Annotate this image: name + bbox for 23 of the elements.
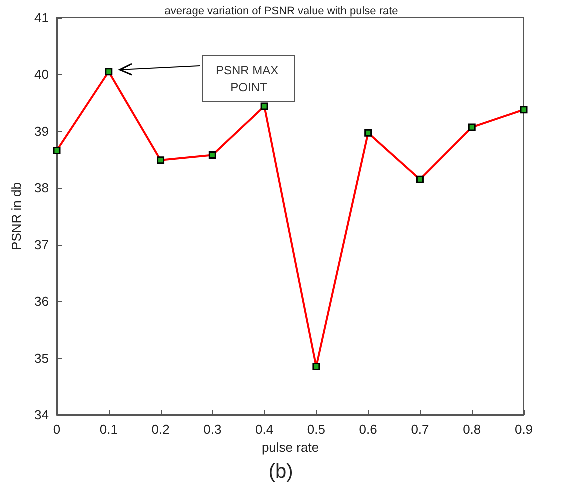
x-axis-title: pulse rate [262,440,320,455]
x-tick-label: 0.9 [514,422,534,437]
y-tick-label: 39 [34,124,49,139]
text: (b) [268,461,294,483]
x-tick-label: 0 [53,422,61,437]
x-tick-label: 0.6 [359,422,378,437]
x-tick-label: 0.7 [411,422,430,437]
x-tick-label: 0.1 [100,422,118,437]
x-tick-label: 0.8 [463,422,482,437]
x-tick-label: 0.5 [307,422,326,437]
y-tick-label: 37 [34,237,49,252]
chart-title: average variation of PSNR value with pulse rate [164,6,398,18]
x-tick-label: 0.2 [152,422,170,437]
x-tick-label: 0.3 [204,422,222,437]
y-axis-title: PSNR in db [9,182,24,250]
y-tick-label: 41 [34,10,49,26]
y-tick-label: 34 [34,408,49,422]
y-tick-label: 36 [34,294,49,310]
x-tick-label: 0.4 [256,422,274,437]
y-tick-label: 35 [34,350,49,366]
annotation: PSNR MAX POINT [216,64,282,94]
y-tick-label: 38 [34,180,49,196]
y-tick-label: 40 [34,67,49,82]
